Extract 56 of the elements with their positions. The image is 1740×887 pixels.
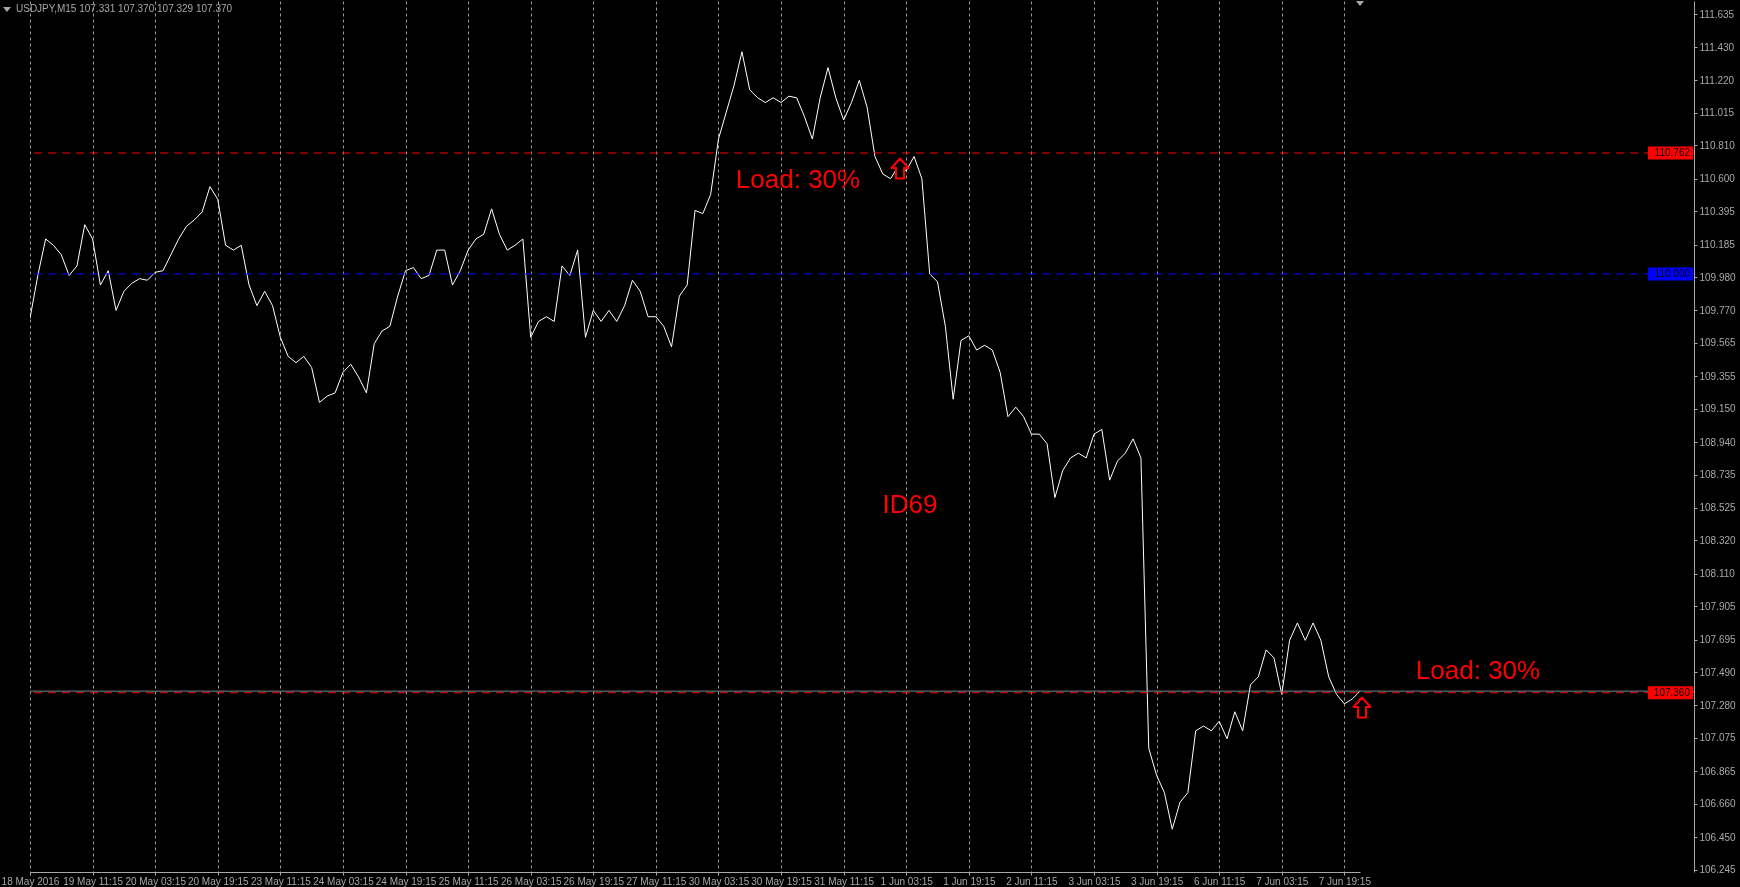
y-tick-label: 108.525 [1699, 502, 1737, 514]
chart-title: USDJPY,M15 107.331 107.370 107.329 107.370 [16, 3, 233, 14]
y-tick-label: 109.980 [1699, 271, 1737, 283]
ref-line-label: 107.360 [1653, 686, 1691, 698]
x-tick-label: 27 May 11:15 [626, 875, 687, 887]
y-tick-label: 109.355 [1699, 370, 1737, 382]
x-tick-label: 30 May 19:15 [751, 875, 813, 887]
y-tick-label: 108.735 [1699, 469, 1737, 481]
x-tick-label: 26 May 03:15 [500, 875, 562, 887]
y-tick-label: 109.150 [1699, 403, 1737, 415]
x-tick-label: 19 May 11:15 [63, 875, 124, 887]
x-tick-label: 1 Jun 03:15 [880, 875, 934, 887]
x-tick-label: 7 Jun 19:15 [1318, 875, 1372, 887]
y-tick-label: 111.635 [1699, 8, 1735, 20]
x-tick-label: 18 May 2016 [1, 875, 60, 887]
y-tick-label: 106.865 [1699, 765, 1737, 777]
y-tick-label: 108.940 [1699, 436, 1737, 448]
y-tick-label: 107.075 [1699, 732, 1737, 744]
x-tick-label: 3 Jun 03:15 [1068, 875, 1122, 887]
x-tick-label: 26 May 19:15 [563, 875, 625, 887]
x-tick-label: 6 Jun 11:15 [1193, 875, 1246, 887]
y-tick-label: 107.490 [1699, 666, 1737, 678]
x-tick-label: 20 May 19:15 [187, 875, 249, 887]
y-tick-label: 107.905 [1699, 600, 1737, 612]
x-tick-label: 1 Jun 19:15 [943, 875, 996, 887]
x-tick-label: 25 May 11:15 [438, 875, 499, 887]
x-tick-label: 2 Jun 11:15 [1006, 875, 1059, 887]
y-tick-label: 110.810 [1699, 139, 1736, 151]
y-tick-label: 106.660 [1699, 798, 1737, 810]
y-tick-label: 106.245 [1699, 864, 1737, 876]
y-tick-label: 111.430 [1699, 41, 1735, 53]
text: Load: 30% [1415, 655, 1541, 685]
x-tick-label: 24 May 03:15 [313, 875, 375, 887]
annotation: ID69 [882, 489, 938, 519]
y-tick-label: 110.600 [1699, 173, 1736, 185]
y-tick-label: 110.395 [1699, 205, 1736, 217]
ref-line-label: 110.762 [1654, 146, 1691, 158]
y-tick-label: 110.185 [1699, 239, 1736, 251]
y-tick-label: 111.220 [1699, 74, 1735, 86]
x-tick-label: 24 May 19:15 [375, 875, 437, 887]
x-tick-label: 23 May 11:15 [250, 875, 312, 887]
y-tick-label: 108.110 [1699, 568, 1736, 580]
y-tick-label: 111.015 [1699, 107, 1735, 119]
ref-line-label: 110.000 [1654, 267, 1691, 279]
x-tick-label: 3 Jun 19:15 [1130, 875, 1184, 887]
y-tick-label: 109.565 [1699, 337, 1737, 349]
annotation: Load: 30% [735, 164, 861, 194]
y-tick-label: 109.770 [1699, 304, 1737, 316]
x-tick-label: 20 May 03:15 [125, 875, 187, 887]
x-tick-label: 7 Jun 03:15 [1256, 875, 1309, 887]
y-tick-label: 108.320 [1699, 534, 1737, 546]
x-tick-label: 30 May 03:15 [688, 875, 750, 887]
y-tick-label: 106.450 [1699, 831, 1737, 843]
y-tick-label: 107.695 [1699, 634, 1737, 646]
x-tick-label: 31 May 11:15 [814, 875, 875, 887]
y-tick-label: 107.280 [1699, 699, 1737, 711]
